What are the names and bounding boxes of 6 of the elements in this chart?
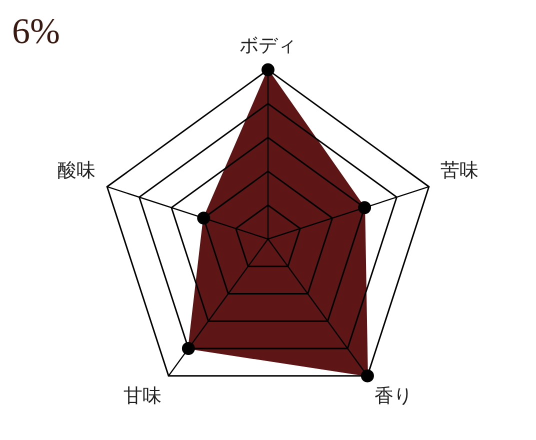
text: 6% xyxy=(12,10,60,52)
spoke-label: 香り xyxy=(374,384,413,407)
spoke-label: ボディ xyxy=(240,34,296,56)
spoke-label: 甘味 xyxy=(123,384,162,407)
spoke-label: 酸味 xyxy=(58,160,96,182)
spoke-label: 苦味 xyxy=(440,160,478,182)
